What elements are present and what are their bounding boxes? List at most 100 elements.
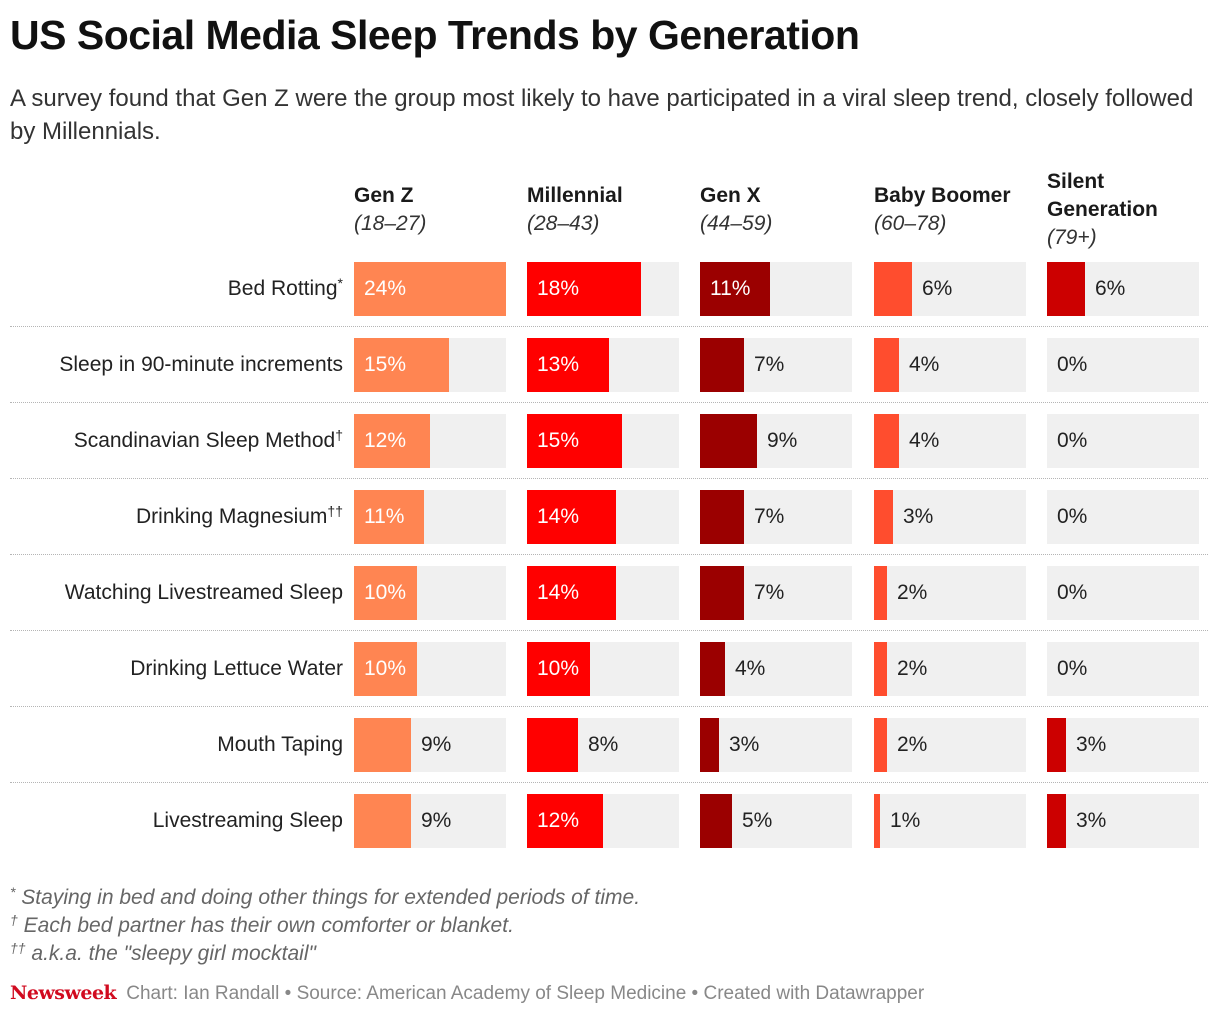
bar-track: 10% [527, 642, 679, 696]
bar-gen-x-livestreaming-sleep[interactable] [700, 794, 732, 848]
value-label: 0% [1057, 505, 1088, 528]
row-label-livestreaming-sleep: Livestreaming Sleep [152, 809, 343, 832]
bar-gen-x-bed-rotting[interactable] [700, 262, 770, 316]
value-label: 10% [537, 657, 580, 680]
column-name: Millennial [527, 184, 623, 207]
bar-track: 6% [1047, 262, 1199, 316]
column-header-gen-z: Gen Z (18–27) [354, 182, 534, 238]
row-label-bed-rotting: Bed Rotting* [227, 275, 343, 300]
value-label: 9% [421, 733, 452, 756]
value-label: 3% [1076, 733, 1107, 756]
row-label-sleep-in-90-minute-increments: Sleep in 90-minute increments [59, 353, 343, 376]
bar-track: 14% [527, 566, 679, 620]
bar-gen-x-watching-livestreamed-sleep[interactable] [700, 566, 744, 620]
value-label: 15% [537, 429, 580, 452]
row-separator [10, 706, 1208, 707]
bar-gen-z-scandinavian-sleep-method[interactable] [354, 414, 430, 468]
value-label: 8% [588, 733, 619, 756]
row-label-scandinavian-sleep-method: Scandinavian Sleep Method† [73, 427, 343, 452]
bar-millennial-mouth-taping[interactable] [527, 718, 578, 772]
bar-track: 6% [874, 262, 1026, 316]
bar-millennial-livestreaming-sleep[interactable] [527, 794, 603, 848]
bar-baby-boomer-sleep-in-90-minute-increments[interactable] [874, 338, 899, 392]
bar-track: 0% [1047, 414, 1199, 468]
bar-millennial-watching-livestreamed-sleep[interactable] [527, 566, 616, 620]
bar-track: 13% [527, 338, 679, 392]
value-label: 24% [364, 277, 407, 300]
bar-millennial-bed-rotting[interactable] [527, 262, 641, 316]
column-header-gen-x: Gen X (44–59) [700, 182, 880, 238]
bar-baby-boomer-mouth-taping[interactable] [874, 718, 887, 772]
bar-track: 4% [874, 414, 1026, 468]
bar-track: 15% [354, 338, 506, 392]
bar-gen-x-mouth-taping[interactable] [700, 718, 719, 772]
bar-baby-boomer-drinking-lettuce-water[interactable] [874, 642, 887, 696]
value-label: 7% [754, 353, 785, 376]
bar-baby-boomer-bed-rotting[interactable] [874, 262, 912, 316]
bar-track: 9% [354, 718, 506, 772]
bar-millennial-drinking-lettuce-water[interactable] [527, 642, 590, 696]
bar-track: 3% [1047, 718, 1199, 772]
bar-track: 2% [874, 566, 1026, 620]
value-label: 2% [897, 581, 928, 604]
column-age-range: (79+) [1047, 226, 1097, 249]
row-label-drinking-magnesium: Drinking Magnesium†† [136, 503, 343, 528]
bar-track: 7% [700, 338, 852, 392]
bar-track: 2% [874, 718, 1026, 772]
bar-silent-generation-bed-rotting[interactable] [1047, 262, 1085, 316]
bar-gen-z-watching-livestreamed-sleep[interactable] [354, 566, 417, 620]
bar-track: 7% [700, 566, 852, 620]
bar-gen-x-sleep-in-90-minute-increments[interactable] [700, 338, 744, 392]
row-separator [10, 554, 1208, 555]
row-separator [10, 782, 1208, 783]
bar-gen-z-drinking-lettuce-water[interactable] [354, 642, 417, 696]
bar-gen-z-bed-rotting[interactable] [354, 262, 506, 316]
footnote-magnesium: †† a.k.a. the "sleepy girl mocktail" [10, 940, 316, 965]
value-label: 0% [1057, 353, 1088, 376]
bar-track: 0% [1047, 490, 1199, 544]
bar-gen-x-drinking-magnesium[interactable] [700, 490, 744, 544]
bar-millennial-scandinavian-sleep-method[interactable] [527, 414, 622, 468]
row-separator [10, 630, 1208, 631]
bar-track: 9% [354, 794, 506, 848]
newsweek-logo[interactable]: Newsweek [10, 982, 117, 1004]
bar-gen-x-scandinavian-sleep-method[interactable] [700, 414, 757, 468]
row-separator [10, 326, 1208, 327]
bar-track: 0% [1047, 642, 1199, 696]
column-header-silent-generation: Silent Generation (79+) [1047, 168, 1197, 252]
bar-millennial-drinking-magnesium[interactable] [527, 490, 616, 544]
column-name: Gen Z [354, 184, 414, 207]
bar-track: 8% [527, 718, 679, 772]
footer: Newsweek Chart: Ian Randall • Source: Am… [10, 982, 924, 1005]
value-label: 9% [767, 429, 798, 452]
bar-track: 10% [354, 642, 506, 696]
bar-track: 2% [874, 642, 1026, 696]
bar-track: 11% [354, 490, 506, 544]
bar-baby-boomer-drinking-magnesium[interactable] [874, 490, 893, 544]
bar-silent-generation-mouth-taping[interactable] [1047, 718, 1066, 772]
bar-track: 11% [700, 262, 852, 316]
bar-gen-z-sleep-in-90-minute-increments[interactable] [354, 338, 449, 392]
bar-baby-boomer-watching-livestreamed-sleep[interactable] [874, 566, 887, 620]
bar-millennial-sleep-in-90-minute-increments[interactable] [527, 338, 609, 392]
value-label: 14% [537, 581, 580, 604]
column-header-millennial: Millennial (28–43) [527, 182, 707, 238]
value-label: 11% [710, 277, 751, 300]
value-label: 0% [1057, 657, 1088, 680]
bar-track: 12% [527, 794, 679, 848]
bar-gen-z-drinking-magnesium[interactable] [354, 490, 424, 544]
bar-baby-boomer-livestreaming-sleep[interactable] [874, 794, 880, 848]
bar-track: 3% [874, 490, 1026, 544]
value-label: 18% [537, 277, 580, 300]
value-label: 6% [1095, 277, 1126, 300]
bar-track: 4% [874, 338, 1026, 392]
bar-gen-x-drinking-lettuce-water[interactable] [700, 642, 725, 696]
value-label: 9% [421, 809, 452, 832]
bar-baby-boomer-scandinavian-sleep-method[interactable] [874, 414, 899, 468]
value-label: 3% [1076, 809, 1107, 832]
bar-track: 1% [874, 794, 1026, 848]
bar-silent-generation-livestreaming-sleep[interactable] [1047, 794, 1066, 848]
bar-gen-z-mouth-taping[interactable] [354, 718, 411, 772]
column-age-range: (44–59) [700, 212, 773, 235]
bar-gen-z-livestreaming-sleep[interactable] [354, 794, 411, 848]
